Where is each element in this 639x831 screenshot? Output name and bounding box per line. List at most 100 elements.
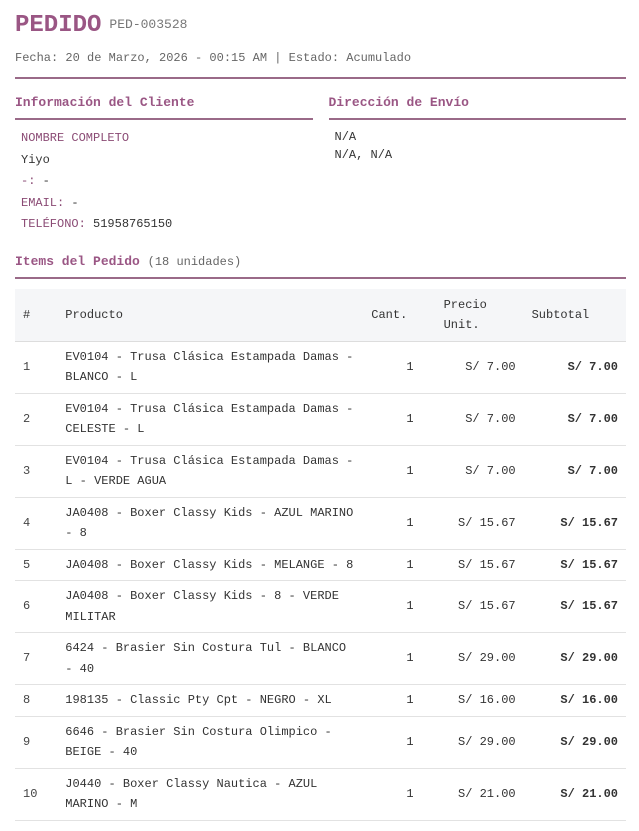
subtotal: S/ 7.00 <box>523 393 626 446</box>
unit-price: S/ 15.67 <box>435 580 524 633</box>
items-title: Items del Pedido <box>15 253 140 269</box>
row-number: 9 <box>15 716 58 769</box>
quantity: 1 <box>363 445 436 498</box>
row-number: 10 <box>15 768 58 821</box>
field-label: TELÉFONO: <box>21 217 86 231</box>
quantity: 1 <box>363 716 436 769</box>
field: -: - <box>21 171 307 193</box>
item-row: 9 6646 - Brasier Sin Costura Olimpico - B… <box>15 716 626 769</box>
column-header: Producto <box>57 288 364 342</box>
shipping-line: N/A <box>334 130 357 144</box>
column-header: # <box>15 288 58 342</box>
unit-price: S/ 7.00 <box>435 393 524 446</box>
order-code: PED-003528 <box>109 17 188 33</box>
row-number: 3 <box>15 445 58 498</box>
table-head: # Producto Cant. Precio Unit. Subtotal <box>15 288 626 342</box>
client-heading: Información del Cliente <box>15 95 313 120</box>
unit-price: S/ 29.00 <box>435 716 524 769</box>
field: TELÉFONO: 51958765150 <box>21 214 307 236</box>
quantity: 1 <box>363 393 436 446</box>
quantity: 1 <box>363 580 436 633</box>
column-header: Cant. <box>363 288 436 342</box>
quantity: 1 <box>363 549 436 581</box>
subtotal: S/ 15.67 <box>523 549 626 581</box>
field: EMAIL: - <box>21 193 307 215</box>
row-number: 1 <box>15 341 58 394</box>
column-header: Subtotal <box>523 288 626 342</box>
item-row: 7 6424 - Brasier Sin Costura Tul - BLANCO… <box>15 632 626 685</box>
product: 6424 - Brasier Sin Costura Tul - BLANCO … <box>57 632 364 685</box>
name: Yiyo <box>21 152 50 167</box>
items-count: (18 unidades) <box>147 254 242 269</box>
subtotal: S/ 7.00 <box>523 445 626 498</box>
item-row: 5 JA0408 - Boxer Classy Kids - MELANGE - … <box>15 549 626 581</box>
product: EV0104 - Trusa Clásica Estampada Damas -… <box>57 445 364 498</box>
field-value: - <box>71 195 79 210</box>
field-label: -: <box>21 174 36 188</box>
subtotal: S/ 21.00 <box>523 768 626 821</box>
product: JA0408 - Boxer Classy Kids - AZUL MARINO… <box>57 497 364 550</box>
shipping-heading: Dirección de Envío <box>328 95 626 120</box>
item-row: 10 J0440 - Boxer Classy Nautica - AZUL MA… <box>15 768 626 821</box>
shipping: Dirección de Envío N/A N/A, N/A <box>328 95 627 236</box>
item-row: 2 EV0104 - Trusa Clásica Estampada Damas … <box>15 393 626 446</box>
row-number: 8 <box>15 684 58 717</box>
product: EV0104 - Trusa Clásica Estampada Damas -… <box>57 393 364 446</box>
quantity: 1 <box>363 497 436 550</box>
product: JA0408 - Boxer Classy Kids - MELANGE - 8 <box>57 549 364 581</box>
unit-price: S/ 29.00 <box>435 632 524 685</box>
shipping-line: N/A, N/A <box>334 148 393 162</box>
item-row: 1 EV0104 - Trusa Clásica Estampada Damas … <box>15 341 626 394</box>
product: 198135 - Classic Pty Cpt - NEGRO - XL <box>57 684 364 717</box>
field-label: EMAIL: <box>21 195 65 210</box>
column-header: Precio Unit. <box>435 288 524 342</box>
meta: Fecha: 20 de Marzo, 2026 - 00:15 AM | Es… <box>15 51 626 79</box>
quantity: 1 <box>363 684 436 717</box>
unit-price: S/ 16.00 <box>435 684 524 717</box>
row-number: 7 <box>15 632 58 685</box>
table-body: 1 EV0104 - Trusa Clásica Estampada Damas … <box>15 341 626 821</box>
row-number: 6 <box>15 580 58 633</box>
client-info: NOMBRE COMPLETO Yiyo -: - EMAIL: - TELÉFON… <box>15 120 313 236</box>
quantity: 1 <box>363 632 436 685</box>
subtotal: S/ 29.00 <box>523 716 626 769</box>
shipping-lines: N/A N/A, N/A <box>329 120 627 164</box>
title: PEDIDO <box>15 12 102 39</box>
product: JA0408 - Boxer Classy Kids - 8 - VERDE M… <box>57 580 364 633</box>
fields: -: - EMAIL: - TELÉFONO: 51958765150 <box>21 171 307 236</box>
header-row: # Producto Cant. Precio Unit. Subtotal <box>15 288 626 342</box>
field-value: - <box>42 174 50 188</box>
unit-price: S/ 15.67 <box>435 549 524 581</box>
items-table: # Producto Cant. Precio Unit. Subtotal 1 EV01… <box>15 288 626 821</box>
items-heading: Items del Pedido (18 unidades) <box>15 254 626 279</box>
unit-price: S/ 7.00 <box>435 341 524 394</box>
item-row: 4 JA0408 - Boxer Classy Kids - AZUL MARIN… <box>15 497 626 550</box>
row-number: 4 <box>15 497 58 550</box>
item-row: 6 JA0408 - Boxer Classy Kids - 8 - VERDE … <box>15 580 626 633</box>
client: Información del Cliente NOMBRE COMPLETO … <box>15 95 313 236</box>
quantity: 1 <box>363 768 436 821</box>
subtotal: S/ 15.67 <box>523 580 626 633</box>
row-number: 5 <box>15 549 58 581</box>
subtotal: S/ 7.00 <box>523 341 626 394</box>
product: J0440 - Boxer Classy Nautica - AZUL MARI… <box>57 768 364 821</box>
item-row: 3 EV0104 - Trusa Clásica Estampada Damas … <box>15 445 626 498</box>
subtotal: S/ 29.00 <box>523 632 626 685</box>
title-row: PEDIDO PED-003528 <box>15 0 626 39</box>
product: EV0104 - Trusa Clásica Estampada Damas -… <box>57 341 364 394</box>
columns: Información del Cliente NOMBRE COMPLETO … <box>15 95 626 236</box>
quantity: 1 <box>363 341 436 394</box>
unit-price: S/ 7.00 <box>435 445 524 498</box>
name-label: NOMBRE COMPLETO <box>21 131 130 145</box>
row-number: 2 <box>15 393 58 446</box>
product: 6646 - Brasier Sin Costura Olimpico - BE… <box>57 716 364 769</box>
unit-price: S/ 15.67 <box>435 497 524 550</box>
unit-price: S/ 21.00 <box>435 768 524 821</box>
field-value: 51958765150 <box>93 217 173 231</box>
subtotal: S/ 16.00 <box>523 684 626 717</box>
subtotal: S/ 15.67 <box>523 497 626 550</box>
item-row: 8 198135 - Classic Pty Cpt - NEGRO - XL 1 S… <box>15 684 626 717</box>
